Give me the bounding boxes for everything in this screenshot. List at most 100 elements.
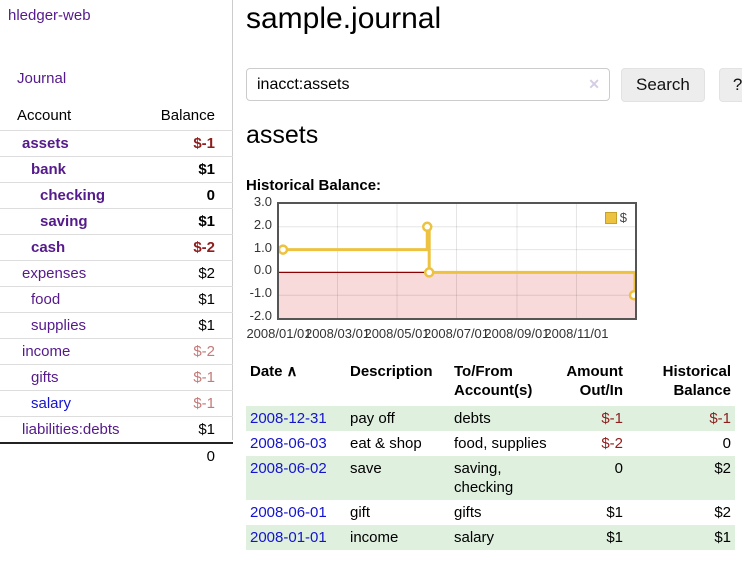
txn-date-link[interactable]: 2008-06-03: [250, 435, 327, 452]
account-row: saving $1: [0, 208, 233, 234]
account-balance: $-1: [193, 369, 215, 386]
account-link-food[interactable]: food: [31, 291, 61, 308]
transaction-row: 2008-01-01 income salary $1 $1: [246, 525, 735, 550]
txn-accounts: gifts: [454, 504, 482, 521]
account-link-supplies[interactable]: supplies: [31, 317, 87, 334]
account-balance: $1: [198, 291, 215, 308]
x-axis-tick-label: 2008/11/01: [544, 326, 609, 341]
txn-date-link[interactable]: 2008-06-01: [250, 504, 327, 521]
sidebar-item-journal[interactable]: Journal: [17, 70, 67, 87]
y-axis-tick-label: -2.0: [249, 308, 272, 323]
transactions-body: 2008-12-31 pay off debts $-1 $-1 2008-06-03 ea…: [246, 406, 735, 550]
txn-balance: $2: [714, 504, 731, 521]
txn-column-header-description[interactable]: Description: [350, 363, 433, 380]
x-axis-tick-label: 2008/09/01: [484, 326, 550, 341]
search-input[interactable]: [246, 68, 610, 101]
account-row: gifts $-1: [0, 364, 233, 390]
account-column-header: Account: [17, 107, 72, 124]
account-link-liabilities-debts[interactable]: liabilities:debts: [22, 421, 120, 438]
sort-ascending-icon: ∧: [286, 363, 298, 380]
txn-amount: 0: [614, 460, 623, 477]
x-axis-tick-label: 2008/01/01: [246, 326, 312, 341]
account-balance: $-2: [193, 343, 215, 360]
account-row: cash $-2: [0, 234, 233, 260]
account-balance: $-2: [193, 239, 215, 256]
y-axis-tick-label: -1.0: [249, 285, 272, 301]
page-title: sample.journal: [246, 2, 442, 35]
search-box: ✕: [246, 68, 610, 101]
transactions-header-row: Date ∧ Description To/From Account(s) Amount…: [246, 360, 735, 406]
sidebar: hledger-web Journal Account Balance asse…: [0, 0, 233, 465]
account-link-expenses[interactable]: expenses: [22, 265, 87, 282]
account-link-cash[interactable]: cash: [31, 239, 66, 256]
txn-description: save: [350, 460, 382, 477]
accounts-table: Account Balance assets $-1 bank $1 checking 0…: [0, 103, 233, 469]
txn-column-header-amount-out-in[interactable]: Amount Out/In: [566, 363, 623, 399]
account-balance: $2: [198, 265, 215, 282]
account-balance: $1: [198, 161, 215, 178]
account-link-assets[interactable]: assets: [22, 135, 69, 152]
account-row: liabilities:debts $1: [0, 416, 233, 442]
txn-date-link[interactable]: 2008-01-01: [250, 529, 327, 546]
txn-column-header-to-from-account-s[interactable]: To/From Account(s): [454, 363, 533, 399]
txn-date-link[interactable]: 2008-06-02: [250, 460, 327, 477]
account-link-saving[interactable]: saving: [40, 213, 88, 230]
help-button[interactable]: ?: [718, 68, 742, 102]
y-axis-tick-label: 2.0: [253, 216, 272, 232]
txn-accounts: saving, checking: [454, 460, 514, 496]
account-balance: 0: [206, 187, 215, 204]
txn-amount: $-2: [601, 435, 623, 452]
account-row: bank $1: [0, 156, 233, 182]
app-title-link[interactable]: hledger-web: [8, 7, 91, 24]
account-balance: $1: [198, 317, 215, 334]
account-balance: $1: [198, 421, 215, 438]
transaction-row: 2008-06-02 save saving, checking 0 $2: [246, 456, 735, 500]
txn-accounts: food, supplies: [454, 435, 547, 452]
account-row: expenses $2: [0, 260, 233, 286]
txn-column-header-date[interactable]: Date ∧: [250, 363, 298, 380]
x-axis-tick-label: 2008/03/01: [304, 326, 371, 341]
account-row: food $1: [0, 286, 233, 312]
txn-description: income: [350, 529, 399, 546]
account-link-income[interactable]: income: [22, 343, 71, 360]
txn-description: pay off: [350, 410, 395, 427]
accounts-total-value: 0: [206, 448, 215, 465]
account-link-gifts[interactable]: gifts: [31, 369, 59, 386]
account-row: salary $-1: [0, 390, 233, 416]
account-link-salary[interactable]: salary: [31, 395, 72, 412]
txn-balance: $2: [714, 460, 731, 477]
search-bar: ✕ Search ?: [246, 68, 742, 102]
chart-legend: $: [602, 209, 629, 226]
account-row: income $-2: [0, 338, 233, 364]
account-row: supplies $1: [0, 312, 233, 338]
y-axis-tick-label: 0.0: [253, 262, 272, 278]
txn-date-link[interactable]: 2008-12-31: [250, 410, 327, 427]
account-balance: $-1: [193, 135, 215, 152]
transactions-table: Date ∧ Description To/From Account(s) Amount…: [246, 360, 735, 550]
chart-title: Historical Balance:: [246, 177, 382, 194]
y-axis-tick-label: 1.0: [253, 239, 272, 255]
historical-balance-chart: $ 3.0 2.0 1.0 0.0 -1.0 -2.0 2008/01/01 2008/03/…: [246, 194, 736, 350]
legend-label: $: [619, 210, 627, 225]
txn-accounts: salary: [454, 529, 495, 546]
account-row: checking 0: [0, 182, 233, 208]
balance-column-header: Balance: [160, 107, 215, 124]
chart-canvas: [277, 204, 640, 318]
x-axis-tick-label: 2008/07/01: [423, 326, 490, 341]
account-link-bank[interactable]: bank: [31, 161, 67, 178]
account-link-checking[interactable]: checking: [40, 187, 106, 204]
txn-balance: $1: [714, 529, 731, 546]
txn-amount: $-1: [601, 410, 623, 427]
transaction-row: 2008-12-31 pay off debts $-1 $-1: [246, 406, 735, 431]
account-heading: assets: [246, 121, 319, 149]
txn-balance: 0: [722, 435, 731, 452]
txn-amount: $1: [606, 529, 623, 546]
transaction-row: 2008-06-01 gift gifts $1 $2: [246, 500, 735, 525]
search-button[interactable]: Search: [621, 68, 705, 102]
clear-search-icon[interactable]: ✕: [588, 76, 600, 92]
x-axis-tick-label: 2008/05/01: [364, 326, 430, 341]
txn-column-header-historical-balance[interactable]: Historical Balance: [662, 363, 731, 399]
transaction-row: 2008-06-03 eat & shop food, supplies $-2 0: [246, 431, 735, 456]
main-content: sample.journal ✕ Search ? assets Histori…: [246, 0, 742, 582]
